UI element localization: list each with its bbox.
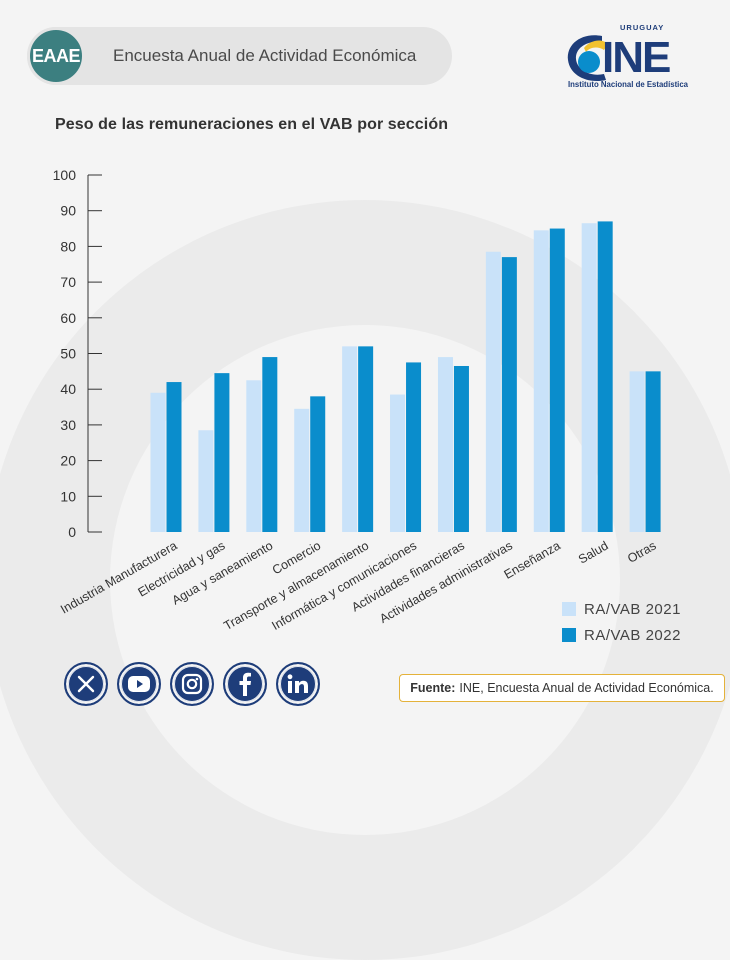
legend-label-2021: RA/VAB 2021	[584, 600, 681, 618]
y-tick-label: 60	[60, 310, 76, 326]
bar-2022	[549, 228, 565, 533]
chart-title: Peso de las remuneraciones en el VAB por…	[55, 116, 449, 133]
y-tick-label: 100	[53, 167, 77, 183]
header-banner: EAAE Encuesta Anual de Actividad Económi…	[27, 27, 452, 85]
ine-logo: URUGUAY INE Instituto Nacional de Estadí…	[567, 23, 689, 89]
bar-2022	[310, 396, 326, 532]
legend-label-2022: RA/VAB 2022	[584, 626, 681, 644]
instagram-icon[interactable]	[170, 662, 214, 706]
y-tick-label: 0	[68, 524, 76, 540]
logo-name: Instituto Nacional de Estadística	[568, 80, 689, 89]
x-icon[interactable]	[64, 662, 108, 706]
y-tick-label: 70	[60, 274, 76, 290]
y-tick-label: 80	[60, 238, 76, 254]
eaae-badge-label: EAAE	[31, 45, 81, 66]
y-tick-label: 30	[60, 417, 76, 433]
y-tick-label: 50	[60, 346, 76, 362]
y-tick-label: 90	[60, 203, 76, 219]
source-note: Fuente: INE, Encuesta Anual de Actividad…	[399, 674, 725, 702]
ine-logo-sun-icon	[584, 40, 608, 52]
bar-2021	[390, 394, 406, 532]
bar-2022	[166, 382, 182, 532]
legend-item-2021: RA/VAB 2021	[562, 598, 681, 620]
logo-country: URUGUAY	[620, 23, 664, 32]
facebook-icon[interactable]	[223, 662, 267, 706]
x-tick-label: Otras	[625, 538, 658, 565]
bar-2022	[358, 346, 374, 532]
bar-2022	[597, 221, 613, 532]
bar-2022	[406, 362, 422, 532]
bar-2021	[246, 380, 262, 532]
bar-2022	[262, 357, 278, 532]
youtube-icon[interactable]	[117, 662, 161, 706]
bar-2022	[645, 371, 661, 532]
legend-swatch-2022	[562, 628, 576, 642]
bar-2022	[501, 257, 517, 532]
ine-logo-circle-icon	[578, 51, 600, 73]
legend: RA/VAB 2021 RA/VAB 2022	[562, 598, 681, 650]
logo-brand: INE	[602, 33, 670, 82]
bar-2022	[453, 365, 469, 532]
ine-logo-ring-icon	[567, 35, 606, 82]
header-title: Encuesta Anual de Actividad Económica	[113, 46, 417, 65]
bar-2021	[150, 392, 166, 532]
bar-2021	[581, 223, 597, 532]
y-tick-label: 10	[60, 488, 76, 504]
bar-2021	[485, 251, 501, 532]
y-tick-label: 40	[60, 381, 76, 397]
bar-2021	[294, 408, 310, 532]
bar-2021	[629, 371, 645, 532]
source-label: Fuente:	[410, 681, 456, 695]
legend-swatch-2021	[562, 602, 576, 616]
bar-2021	[533, 230, 549, 532]
eaae-badge: EAAE	[27, 27, 85, 85]
source-text: INE, Encuesta Anual de Actividad Económi…	[459, 681, 714, 695]
linkedin-icon[interactable]	[276, 662, 320, 706]
bar-2022	[214, 373, 230, 532]
x-tick-label: Salud	[576, 538, 611, 566]
social-links	[64, 662, 320, 706]
y-tick-label: 20	[60, 453, 76, 469]
legend-item-2022: RA/VAB 2022	[562, 624, 681, 646]
bar-2021	[198, 430, 214, 532]
bar-2021	[342, 346, 358, 532]
bar-2021	[437, 357, 453, 532]
